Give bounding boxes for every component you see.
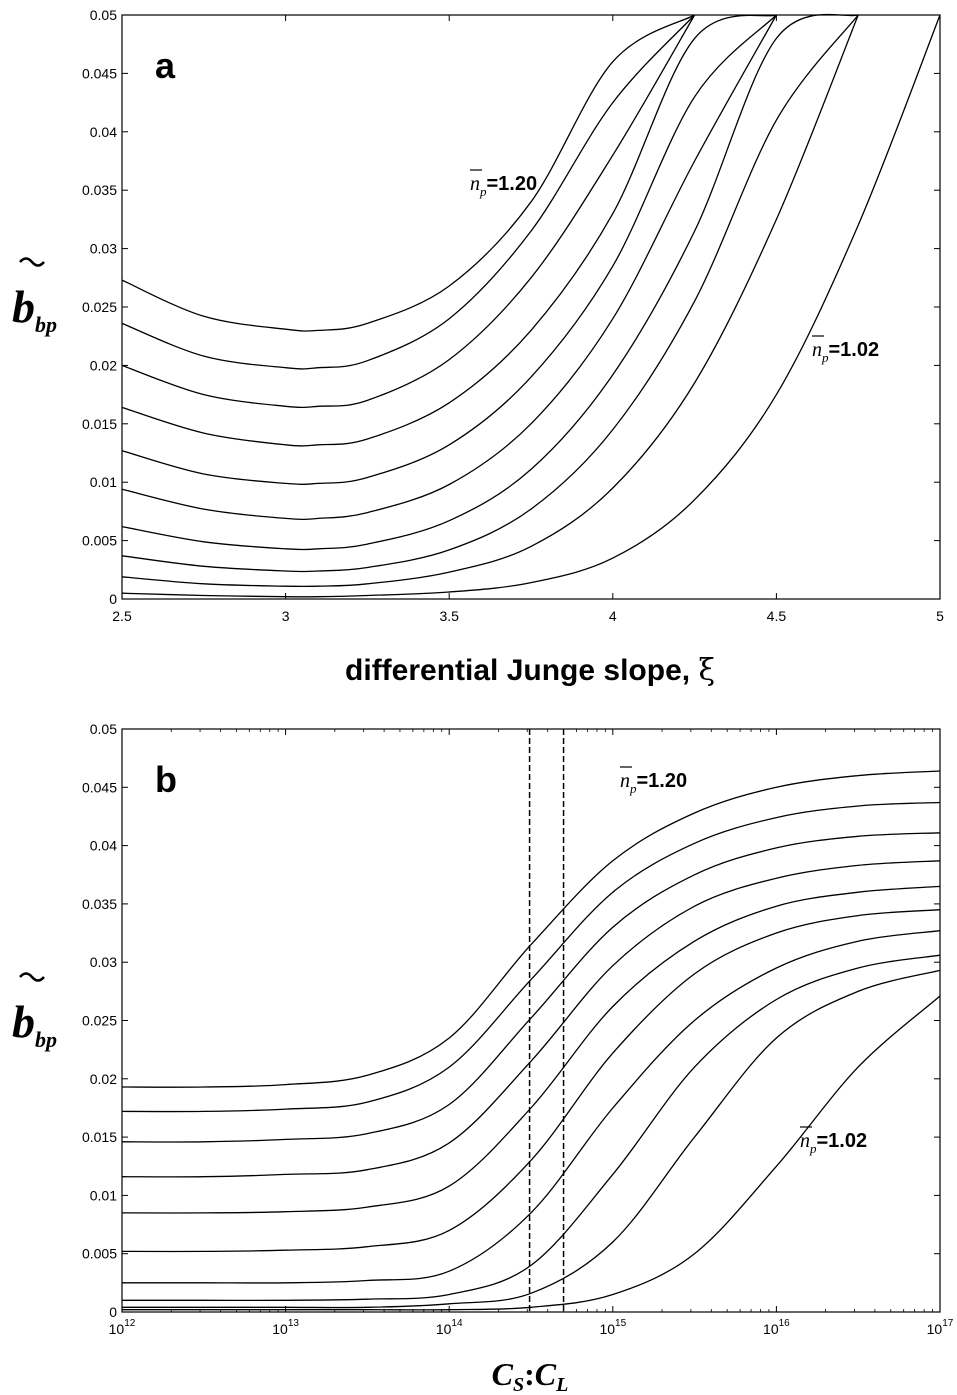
series-line-10	[121, 14, 695, 332]
svg-text:np=1.20: np=1.20	[470, 173, 537, 199]
annotation-a-bottom: np=1.02	[812, 335, 879, 365]
y-tick-label: 0.02	[90, 357, 117, 373]
series-line-4	[121, 13, 859, 551]
series-line-2	[121, 14, 859, 588]
series-line-6	[121, 885, 941, 1214]
series-line-10	[121, 770, 941, 1088]
y-tick-label: 0.005	[82, 1246, 117, 1262]
y-tick-label: 0	[109, 1304, 117, 1320]
x-tick-label: 1017	[927, 1318, 954, 1337]
y-tick-label: 0.04	[90, 838, 117, 854]
series-line-5	[121, 909, 941, 1253]
y-tick-label: 0.01	[90, 474, 117, 490]
y-tick-label: 0.045	[82, 65, 117, 81]
series-line-4	[122, 930, 941, 1284]
curves-a	[121, 13, 941, 598]
y-tick-label: 0.03	[90, 954, 117, 970]
y-axis-tilde-b	[19, 972, 45, 982]
panel-label-a: a	[155, 45, 176, 86]
y-tick-label: 0.015	[82, 416, 117, 432]
svg-text:np=1.20: np=1.20	[620, 770, 687, 796]
x-tick-label: 2.5	[112, 608, 132, 624]
y-tick-label: 0.035	[82, 182, 117, 198]
annotation-a-top: np=1.20	[470, 169, 537, 199]
series-line-5	[121, 14, 777, 521]
series-line-2	[122, 969, 941, 1309]
series-line-7	[121, 860, 941, 1178]
x-tick-label: 4	[609, 608, 617, 624]
x-tick-label: 4.5	[767, 608, 787, 624]
x-tick-label: 1016	[763, 1318, 790, 1337]
x-tick-label: 3.5	[439, 608, 459, 624]
panel-b: 0 0.005 0.01 0.015 0.02 0.025 0.03 0.035 0.04 0.0…	[12, 721, 954, 1395]
y-tick-label: 0.05	[90, 721, 117, 737]
x-axis-label-b: CS:CL	[492, 1356, 569, 1395]
y-tick-label: 0.04	[90, 124, 117, 140]
panel-label-b: b	[155, 759, 177, 800]
series-line-6	[121, 14, 777, 485]
y-axis-tilde-a	[19, 257, 45, 267]
annotation-b-top: np=1.20	[620, 766, 687, 796]
series-line-8	[121, 832, 941, 1143]
y-tick-label: 0.05	[90, 7, 117, 23]
ticks-a: 0 0.005 0.01 0.015 0.02 0.025 0.03 0.035 0.04 0.0…	[82, 7, 944, 624]
x-tick-label: 1013	[272, 1318, 299, 1337]
y-tick-label: 0.01	[90, 1187, 117, 1203]
annotation-b-bottom: np=1.02	[800, 1126, 867, 1156]
y-tick-label: 0.025	[82, 299, 117, 315]
y-tick-label: 0.015	[82, 1129, 117, 1145]
series-line-9	[121, 801, 941, 1113]
series-line-3	[121, 954, 941, 1302]
x-tick-label: 1015	[599, 1318, 626, 1337]
ticks-b: 0 0.005 0.01 0.015 0.02 0.025 0.03 0.035 0.04 0.0…	[82, 721, 954, 1337]
x-tick-label: 1012	[109, 1318, 136, 1337]
panel-a: 0 0.005 0.01 0.015 0.02 0.025 0.03 0.035 0.04 0.0…	[12, 7, 944, 688]
series-line-3	[121, 14, 859, 573]
x-axis-label-a: differential Junge slope, ξ	[345, 653, 715, 688]
y-tick-label: 0.02	[90, 1071, 117, 1087]
series-line-1	[121, 14, 941, 598]
plot-frame-b	[121, 728, 941, 1313]
reference-lines-b	[528, 729, 565, 1312]
y-tick-label: 0.025	[82, 1013, 117, 1029]
series-line-7	[121, 14, 777, 447]
x-tick-label: 3	[282, 608, 290, 624]
y-axis-label-b: bbp	[12, 996, 57, 1052]
y-tick-label: 0	[109, 591, 117, 607]
y-tick-label: 0.03	[90, 241, 117, 257]
plot-frame-a	[121, 14, 941, 600]
svg-text:np=1.02: np=1.02	[800, 1130, 867, 1156]
x-tick-label: 5	[936, 608, 944, 624]
series-line-1	[121, 995, 941, 1311]
series-line-9	[121, 14, 696, 370]
y-tick-label: 0.035	[82, 896, 117, 912]
y-tick-label: 0.045	[82, 779, 117, 795]
svg-text:np=1.02: np=1.02	[812, 339, 879, 365]
y-tick-label: 0.005	[82, 533, 117, 549]
series-line-8	[121, 14, 696, 409]
y-axis-label-a: bbp	[12, 281, 57, 337]
x-tick-label: 1014	[436, 1318, 463, 1337]
curves-b	[121, 770, 941, 1311]
